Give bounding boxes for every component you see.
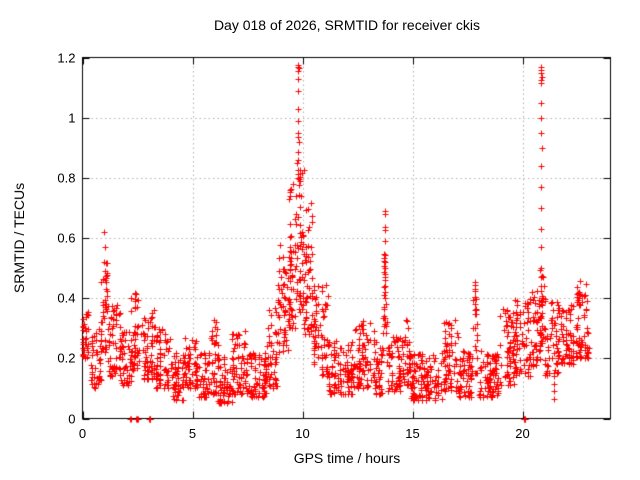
x-tick-label: 20 — [515, 425, 530, 441]
y-tick-label: 0.6 — [57, 230, 76, 246]
y-axis-label: SRMTID / TECUs — [11, 182, 27, 294]
x-tick-label: 5 — [188, 425, 197, 441]
x-tick-label: 0 — [78, 425, 87, 441]
chart-title: Day 018 of 2026, SRMTID for receiver cki… — [213, 17, 481, 33]
y-tick-label: 1.2 — [57, 50, 76, 65]
x-tick-label: 15 — [405, 425, 420, 441]
y-tick-label: 0.2 — [57, 350, 76, 366]
y-tick-label: 0.4 — [57, 290, 76, 306]
x-tick-label: 10 — [295, 425, 310, 441]
y-tick-label: 1 — [68, 110, 76, 126]
x-axis-label: GPS time / hours — [293, 450, 401, 466]
y-tick-label: 0 — [68, 411, 76, 426]
y-tick-label: 0.8 — [57, 170, 76, 186]
